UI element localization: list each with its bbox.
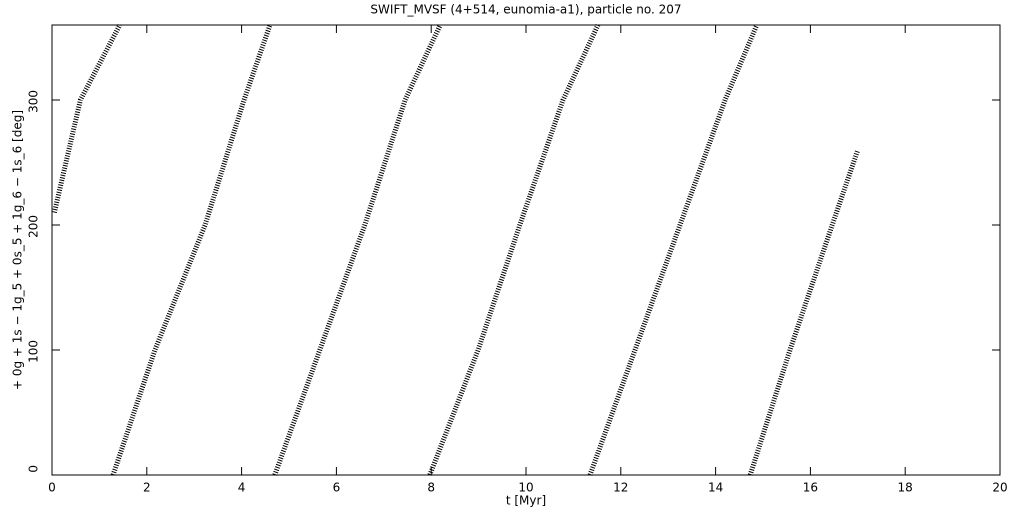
x-tick-label: 0: [48, 481, 56, 495]
x-tick-label: 18: [898, 481, 913, 495]
plot-frame: [51, 24, 1001, 476]
x-tick-label: 14: [708, 481, 723, 495]
chart-title: SWIFT_MVSF (4+514, eunomia-a1), particle…: [370, 3, 681, 17]
y-tick-label: 300: [27, 90, 41, 113]
x-tick-label: 2: [143, 481, 151, 495]
x-axis-label: t [Myr]: [506, 494, 546, 508]
x-tick-label: 12: [613, 481, 628, 495]
x-tick-label: 4: [238, 481, 246, 495]
x-tick-label: 6: [333, 481, 341, 495]
x-tick-label: 10: [518, 481, 533, 495]
y-axis-label: + 0g + 1s − 1g_5 + 0s_5 + 1g_6 − 1s_6 [d…: [11, 110, 25, 390]
x-tick-label: 16: [803, 481, 818, 495]
y-tick-label: 200: [27, 215, 41, 238]
data-line: [51, 23, 861, 476]
x-tick-label: 8: [427, 481, 435, 495]
y-tick-label: 100: [27, 340, 41, 363]
x-tick-label: 20: [992, 481, 1007, 495]
y-tick-label: 0: [27, 465, 41, 473]
